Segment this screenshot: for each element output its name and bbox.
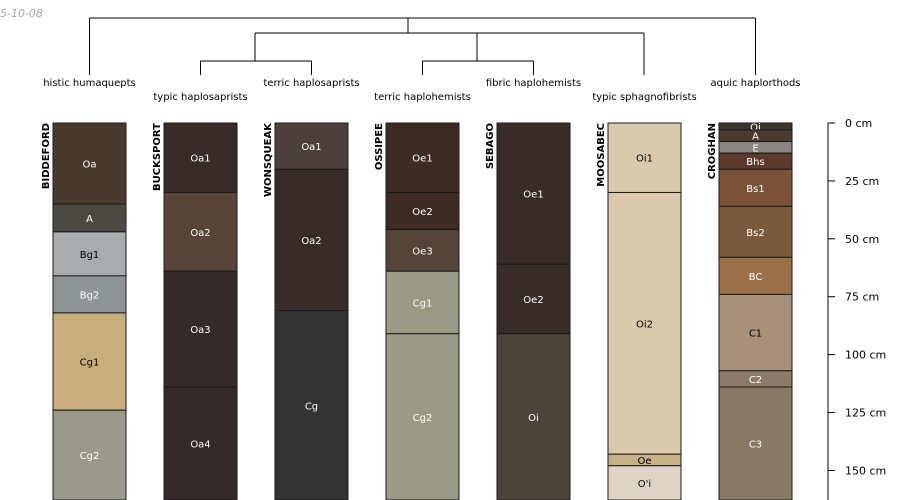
depth-tick-label: 100 cm [845, 349, 886, 362]
horizon-block [52, 275, 127, 314]
horizon-label: Oa1 [301, 142, 321, 153]
depth-tick-label: 75 cm [845, 291, 879, 304]
date-stamp: 5-10-08 [0, 7, 43, 20]
horizon-label: Cg1 [80, 358, 100, 369]
profile-sebago: Oe1 Oe2 Oi SEBAGO [485, 122, 571, 500]
horizon-label: Oe2 [523, 295, 543, 306]
horizon-label: Oi [528, 413, 539, 424]
horizon-block [385, 333, 460, 500]
profile-name: BUCKSPORT [152, 123, 163, 191]
horizon-label: Oi1 [636, 154, 653, 165]
horizon-label: O'i [638, 479, 651, 490]
horizon-block [52, 409, 127, 500]
horizon-block [385, 122, 460, 193]
horizon-block [718, 386, 793, 500]
horizon-block [52, 231, 127, 277]
horizon-block [607, 465, 682, 500]
horizon-label: Oe [637, 456, 651, 467]
profile-bucksport: Oa1 Oa2 Oa3 Oa4 BUCKSPORT [152, 122, 238, 500]
horizon-label: Cg2 [80, 451, 100, 462]
horizon-block [718, 168, 793, 207]
horizon-block [607, 191, 682, 455]
depth-tick-label: 0 cm [845, 117, 872, 130]
taxon-label: terric haplohemists [374, 92, 471, 103]
horizon-block [718, 293, 793, 372]
horizon-label: C3 [749, 440, 762, 451]
horizon-label: Oa2 [301, 236, 321, 247]
depth-tick-label: 25 cm [845, 175, 879, 188]
taxon-label: terric haplosaprists [263, 78, 359, 89]
horizon-label: Oa3 [190, 325, 210, 336]
soil-profiles: Oa A Bg1 Bg2 Cg1 Cg2 BIDDEFORD Oa1 Oa2 Oa3 Oa4 BUCK… [41, 122, 793, 500]
taxon-labels: histic humaquepts typic haplosaprists terr… [43, 78, 800, 103]
depth-tick-label: 50 cm [845, 233, 879, 246]
horizon-label: Cg [305, 401, 318, 412]
horizon-label: Oe1 [523, 190, 543, 201]
horizon-block [52, 312, 127, 411]
horizon-label: Bhs [746, 157, 764, 168]
taxon-label: typic haplosaprists [153, 92, 247, 103]
horizon-label: E [752, 143, 758, 154]
horizon-label: C1 [749, 329, 762, 340]
horizon-block [163, 270, 238, 388]
horizon-block [607, 122, 682, 193]
profile-name: WONSQUEAK [263, 122, 274, 197]
horizon-label: A [752, 132, 759, 143]
horizon-label: Cg1 [413, 298, 433, 309]
horizon-label: Bg1 [80, 250, 100, 261]
horizon-label: Oi2 [636, 319, 653, 330]
horizon-label: Cg2 [413, 413, 433, 424]
horizon-block [385, 191, 460, 231]
profile-name: SEBAGO [485, 123, 496, 169]
horizon-block [163, 191, 238, 272]
profile-ossipee: Oe1 Oe2 Oe3 Cg1 Cg2 OSSIPEE [374, 122, 460, 500]
depth-axis: 0 cm 25 cm 50 cm 75 cm 100 cm 125 cm 150 cm [827, 117, 886, 500]
horizon-label: Oe1 [412, 154, 432, 165]
taxon-label: aquic haplorthods [710, 78, 800, 89]
horizon-label: Oe3 [412, 246, 432, 257]
horizon-label: C2 [749, 375, 762, 386]
profile-name: CROGHAN [707, 123, 718, 179]
profile-wonsqueak: Oa1 Oa2 Cg WONSQUEAK [263, 122, 349, 500]
horizon-block [163, 386, 238, 500]
horizon-block [274, 122, 349, 170]
horizon-label: Oe2 [412, 207, 432, 218]
horizon-label: Oa [83, 160, 97, 171]
horizon-block [496, 333, 571, 500]
horizon-block [385, 270, 460, 335]
dendrogram [89, 17, 756, 75]
depth-tick-label: 150 cm [845, 464, 886, 477]
horizon-block [496, 263, 571, 335]
taxon-label: histic humaquepts [43, 78, 136, 89]
horizon-label: Bs1 [746, 184, 764, 195]
taxon-label: typic sphagnofibrists [592, 92, 696, 103]
depth-tick-label: 125 cm [845, 407, 886, 420]
horizon-block [274, 310, 349, 500]
horizon-label: Bs2 [746, 228, 764, 239]
horizon-block [496, 122, 571, 265]
horizon-label: BC [749, 272, 763, 283]
horizon-block [385, 229, 460, 272]
horizon-label: Oa1 [190, 154, 210, 165]
horizon-label: A [86, 214, 93, 225]
horizon-label: Oa4 [190, 440, 210, 451]
horizon-block [274, 168, 349, 312]
taxon-label: fibric haplohemists [486, 78, 581, 89]
horizon-label: Oi [750, 122, 761, 133]
horizon-label: Oa2 [190, 228, 210, 239]
horizon-block [52, 203, 127, 233]
profile-bideford: Oa A Bg1 Bg2 Cg1 Cg2 BIDDEFORD [41, 122, 127, 500]
profile-name: MOOSABEC [596, 123, 607, 187]
profile-moosabec: Oi1 Oi2 Oe O'i MOOSABEC [596, 122, 682, 500]
profile-name: OSSIPEE [374, 123, 385, 170]
horizon-block [52, 122, 127, 205]
horizon-label: Bg2 [80, 290, 100, 301]
profile-name: BIDDEFORD [41, 123, 52, 189]
